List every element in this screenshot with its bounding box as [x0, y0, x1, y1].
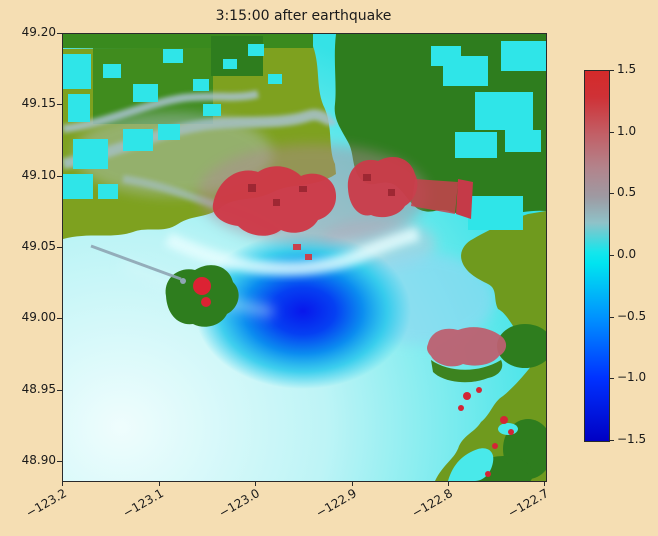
- colorbar-tick-mark: [610, 378, 614, 379]
- colorbar-tick-mark: [610, 255, 614, 256]
- xtick-label: −123.1: [120, 486, 166, 521]
- colorbar-tick-label: −1.0: [617, 370, 647, 384]
- colorbar-tick-label: 1.0: [617, 124, 637, 138]
- positive-wave-zones: [198, 144, 473, 260]
- colorbar-tick-mark: [610, 193, 614, 194]
- ytick-mark: [57, 318, 62, 319]
- xtick-mark: [448, 481, 449, 486]
- map-heatmap: [63, 34, 546, 481]
- xtick-mark: [352, 481, 353, 486]
- xtick-label: −122.7: [505, 486, 551, 521]
- heatmap-axes: [62, 33, 547, 482]
- xtick-mark: [159, 481, 160, 486]
- plot-title: 3:15:00 after earthquake: [215, 8, 392, 24]
- ytick-mark: [57, 461, 62, 462]
- colorbar-tick-mark: [610, 132, 614, 133]
- ytick-mark: [57, 176, 62, 177]
- colorbar-tick-mark: [610, 317, 614, 318]
- xtick-label: −122.9: [313, 486, 359, 521]
- ytick-label: 49.10: [21, 168, 56, 182]
- xtick-label: −122.8: [409, 486, 455, 521]
- ytick-mark: [57, 104, 62, 105]
- colorbar-tick-mark: [610, 440, 614, 441]
- western-headland: [90, 244, 239, 327]
- colorbar: [584, 70, 610, 442]
- colorbar-tick-label: 0.0: [617, 247, 637, 261]
- wet-cyan-patches: [63, 41, 546, 230]
- ytick-label: 49.20: [21, 25, 56, 39]
- colorbar-tick-label: −1.5: [617, 432, 647, 446]
- flooded-peninsula: [427, 327, 507, 383]
- ytick-label: 49.05: [21, 239, 56, 253]
- xtick-label: −123.0: [216, 486, 262, 521]
- ytick-label: 49.15: [21, 96, 56, 110]
- colorbar-tick-label: −0.5: [617, 309, 647, 323]
- colorbar-tick-label: 0.5: [617, 185, 637, 199]
- colorbar-tick-mark: [610, 70, 614, 71]
- colorbar-tick-label: 1.5: [617, 62, 637, 76]
- xtick-label: −123.2: [23, 486, 70, 521]
- xtick-mark: [62, 481, 63, 486]
- xtick-mark: [544, 481, 545, 486]
- ytick-label: 48.90: [21, 453, 56, 467]
- ytick-label: 48.95: [21, 382, 56, 396]
- ytick-mark: [57, 33, 62, 34]
- southeast-red-spots: [458, 387, 514, 477]
- ytick-mark: [57, 247, 62, 248]
- xtick-mark: [255, 481, 256, 486]
- ytick-mark: [57, 390, 62, 391]
- land-southeast: [435, 324, 546, 481]
- ytick-label: 49.00: [21, 310, 56, 324]
